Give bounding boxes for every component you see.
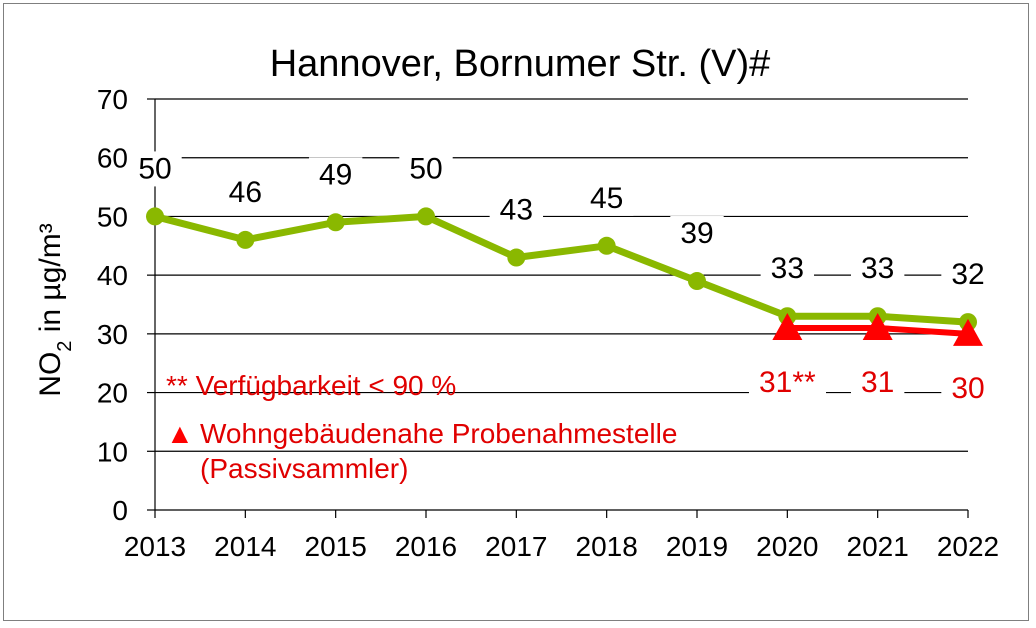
y-tick-label-20: 20 (97, 378, 128, 409)
green-label-2022-bg (941, 257, 995, 293)
green-label-2013: 50 (138, 152, 171, 185)
chart-title: Hannover, Bornumer Str. (V)# (270, 43, 771, 85)
y-tick-label-40: 40 (97, 260, 128, 291)
availability-note: ** Verfügbarkeit < 90 % (166, 370, 456, 401)
red-point-2021 (862, 312, 893, 340)
x-tick-label-2019: 2019 (666, 531, 728, 562)
green-label-2013-bg (128, 151, 182, 187)
legend-triangle-icon: ▲ (166, 418, 194, 449)
series-red (772, 312, 983, 346)
red-label-2020: 31** (759, 366, 816, 399)
green-label-2014: 46 (229, 176, 262, 209)
red-point-2020 (772, 312, 803, 340)
red-label-2020-bg (748, 364, 827, 400)
green-point-2019 (688, 272, 706, 291)
y-axis-label-unit: in µg/m³ (34, 223, 67, 340)
series-green-line (154, 212, 969, 326)
green-label-2019-bg (670, 216, 724, 252)
green-label-2020-bg (760, 251, 815, 287)
green-label-2017: 43 (500, 194, 533, 227)
green-label-2018: 45 (590, 182, 623, 215)
green-label-2018-bg (579, 180, 634, 216)
green-label-2015-bg (308, 157, 363, 193)
red-label-2022: 30 (951, 372, 984, 405)
green-label-2019: 39 (680, 217, 713, 250)
green-point-2013 (146, 207, 164, 226)
series-green (146, 207, 977, 332)
green-point-2015 (326, 213, 345, 232)
green-point-2014 (236, 230, 255, 249)
red-label-2021: 31 (861, 366, 894, 399)
red-point-2022 (953, 318, 983, 346)
green-label-2021: 33 (861, 252, 894, 285)
green-label-2021-bg (850, 251, 905, 287)
y-tick-label-10: 10 (97, 436, 128, 467)
x-tick-label-2020: 2020 (756, 531, 818, 562)
data-labels: 50 46 49 50 43 45 39 33 33 32 31** 31 30 (128, 151, 995, 406)
x-tick-label-2016: 2016 (395, 531, 457, 562)
y-tick-label-50: 50 (97, 201, 128, 232)
x-tick-label-2021: 2021 (847, 531, 909, 562)
legend-red-line1: Wohngebäudenahe Probenahmestelle (200, 418, 677, 449)
y-tick-label-30: 30 (97, 319, 128, 350)
x-tick-labels: 2013 2014 2015 2016 2017 2018 2019 2020 2021 2022 (124, 531, 999, 562)
green-label-2015: 49 (319, 158, 352, 191)
legend-red-line2: (Passivsammler) (200, 453, 408, 484)
green-point-2018 (597, 236, 616, 255)
green-label-2022: 32 (951, 258, 984, 291)
y-axis-label: NO2 in µg/m³ (34, 223, 76, 396)
y-tick-labels: 0 10 20 30 40 50 60 70 (97, 84, 128, 526)
gridlines (155, 98, 968, 452)
x-tick-label-2022: 2022 (937, 531, 999, 562)
y-tick-label-0: 0 (112, 495, 128, 526)
x-tick-label-2014: 2014 (214, 531, 276, 562)
green-label-2016-bg (399, 151, 453, 187)
green-label-2020: 33 (771, 252, 804, 285)
x-tick-label-2018: 2018 (576, 531, 638, 562)
y-axis-label-main: NO (34, 352, 67, 397)
x-tick-label-2013: 2013 (124, 531, 186, 562)
red-label-2021-bg (850, 364, 905, 400)
green-point-2016 (417, 207, 435, 226)
green-label-2017-bg (489, 192, 544, 228)
x-tick-label-2017: 2017 (485, 531, 547, 562)
green-label-2014-bg (218, 174, 273, 210)
y-tick-label-70: 70 (97, 84, 128, 115)
red-label-2022-bg (941, 370, 995, 406)
y-axis-label-subscript: 2 (54, 341, 76, 352)
x-tick-label-2015: 2015 (305, 531, 367, 562)
green-point-2017 (507, 248, 526, 267)
green-label-2016: 50 (409, 152, 442, 185)
y-tick-label-60: 60 (97, 143, 128, 174)
